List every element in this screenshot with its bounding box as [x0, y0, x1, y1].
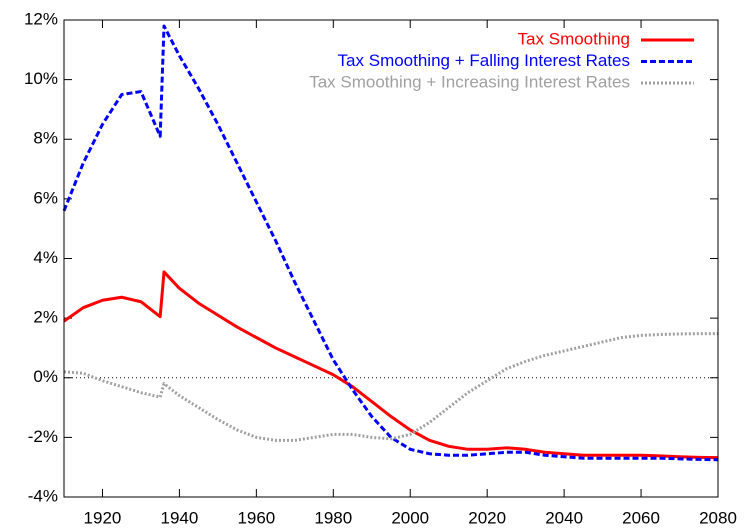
x-tick-label: 1940: [160, 508, 198, 527]
legend-label: Tax Smoothing: [518, 29, 630, 48]
legend-label: Tax Smoothing + Increasing Interest Rate…: [309, 72, 630, 91]
y-tick-label: -4%: [28, 486, 58, 505]
plot-frame: [63, 19, 719, 498]
y-tick-label: -2%: [28, 427, 58, 446]
series-line: [63, 332, 718, 442]
y-tick-label: 0%: [33, 367, 58, 386]
x-tick-label: 1980: [314, 508, 352, 527]
x-tick-label: 2080: [699, 508, 737, 527]
y-tick-label: 10%: [24, 69, 58, 88]
y-tick-label: 8%: [33, 129, 58, 148]
x-tick-label: 2040: [545, 508, 583, 527]
y-tick-label: 4%: [33, 248, 58, 267]
y-tick-label: 2%: [33, 308, 58, 327]
series-line: [62, 24, 719, 462]
legend-label: Tax Smoothing + Falling Interest Rates: [338, 51, 630, 70]
y-tick-label: 6%: [33, 188, 58, 207]
x-tick-label: 1960: [237, 508, 275, 527]
series-line: [63, 270, 719, 460]
x-tick-label: 1920: [84, 508, 122, 527]
x-tick-label: 2000: [391, 508, 429, 527]
y-tick-label: 12%: [24, 9, 58, 28]
x-tick-label: 2020: [468, 508, 506, 527]
x-tick-label: 2060: [622, 508, 660, 527]
